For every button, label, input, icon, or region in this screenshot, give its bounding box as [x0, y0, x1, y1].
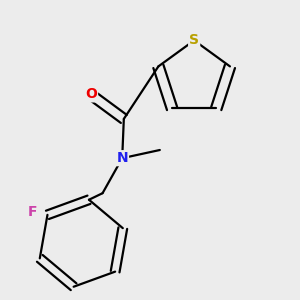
- Text: O: O: [85, 87, 97, 101]
- Text: S: S: [189, 33, 199, 47]
- Text: F: F: [28, 205, 38, 219]
- Text: N: N: [116, 151, 128, 165]
